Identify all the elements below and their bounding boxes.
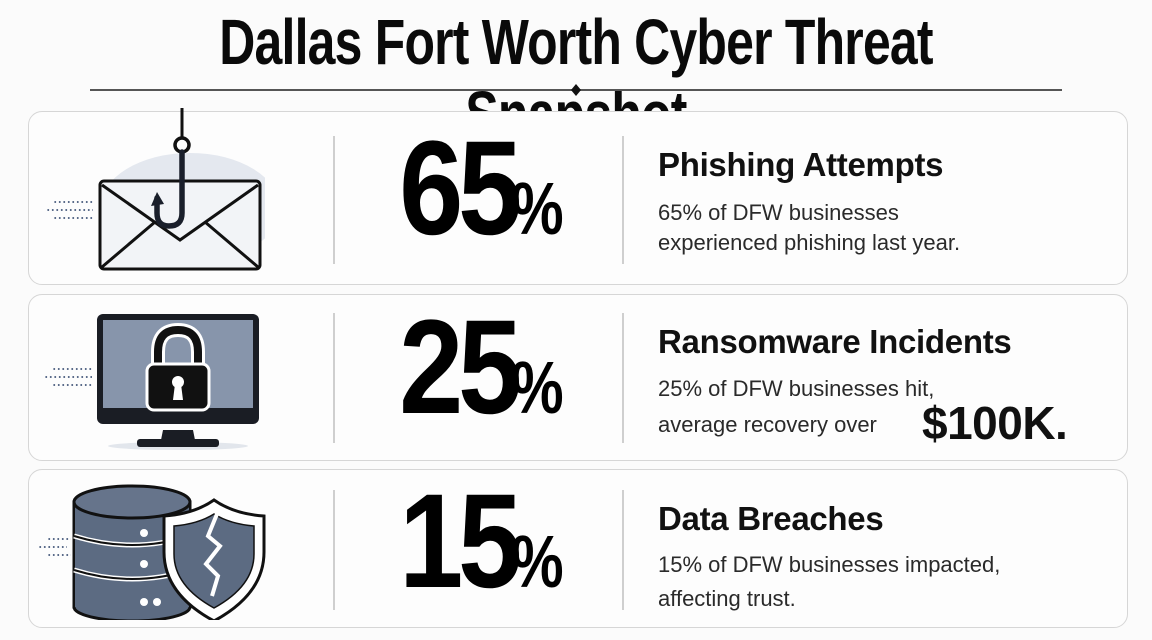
- card-description-line: 25% of DFW businesses hit,: [658, 376, 935, 401]
- card-divider: [622, 136, 624, 264]
- divider-diamond-icon: [571, 84, 581, 96]
- motion-dots-icon: [38, 538, 71, 562]
- card-divider: [622, 313, 624, 443]
- card-divider: [333, 490, 335, 610]
- card-description-line: experienced phishing last year.: [658, 230, 961, 255]
- recovery-cost-highlight: $100K.: [922, 397, 1068, 449]
- card-description-line: average recovery over: [658, 412, 877, 437]
- stat-value: 65%: [398, 114, 564, 263]
- stat-value: 25%: [398, 293, 564, 442]
- card-description-line: 65% of DFW businesses: [658, 200, 899, 225]
- card-divider: [333, 313, 335, 443]
- card-heading: Ransomware Incidents: [658, 323, 1012, 360]
- card-heading: Data Breaches: [658, 500, 884, 537]
- motion-dots-icon: [44, 368, 92, 392]
- card-description-line: 15% of DFW businesses impacted,: [658, 552, 1001, 577]
- card-divider: [333, 136, 335, 264]
- stat-value: 15%: [398, 467, 564, 616]
- database-broken-shield-icon: [72, 484, 266, 620]
- card-description-line: affecting trust.: [658, 586, 796, 611]
- motion-dots-icon: [46, 201, 93, 225]
- card-heading: Phishing Attempts: [658, 146, 944, 183]
- phishing-email-hook-icon: [98, 108, 265, 271]
- card-divider: [622, 490, 624, 610]
- locked-computer-monitor-icon: [97, 314, 259, 450]
